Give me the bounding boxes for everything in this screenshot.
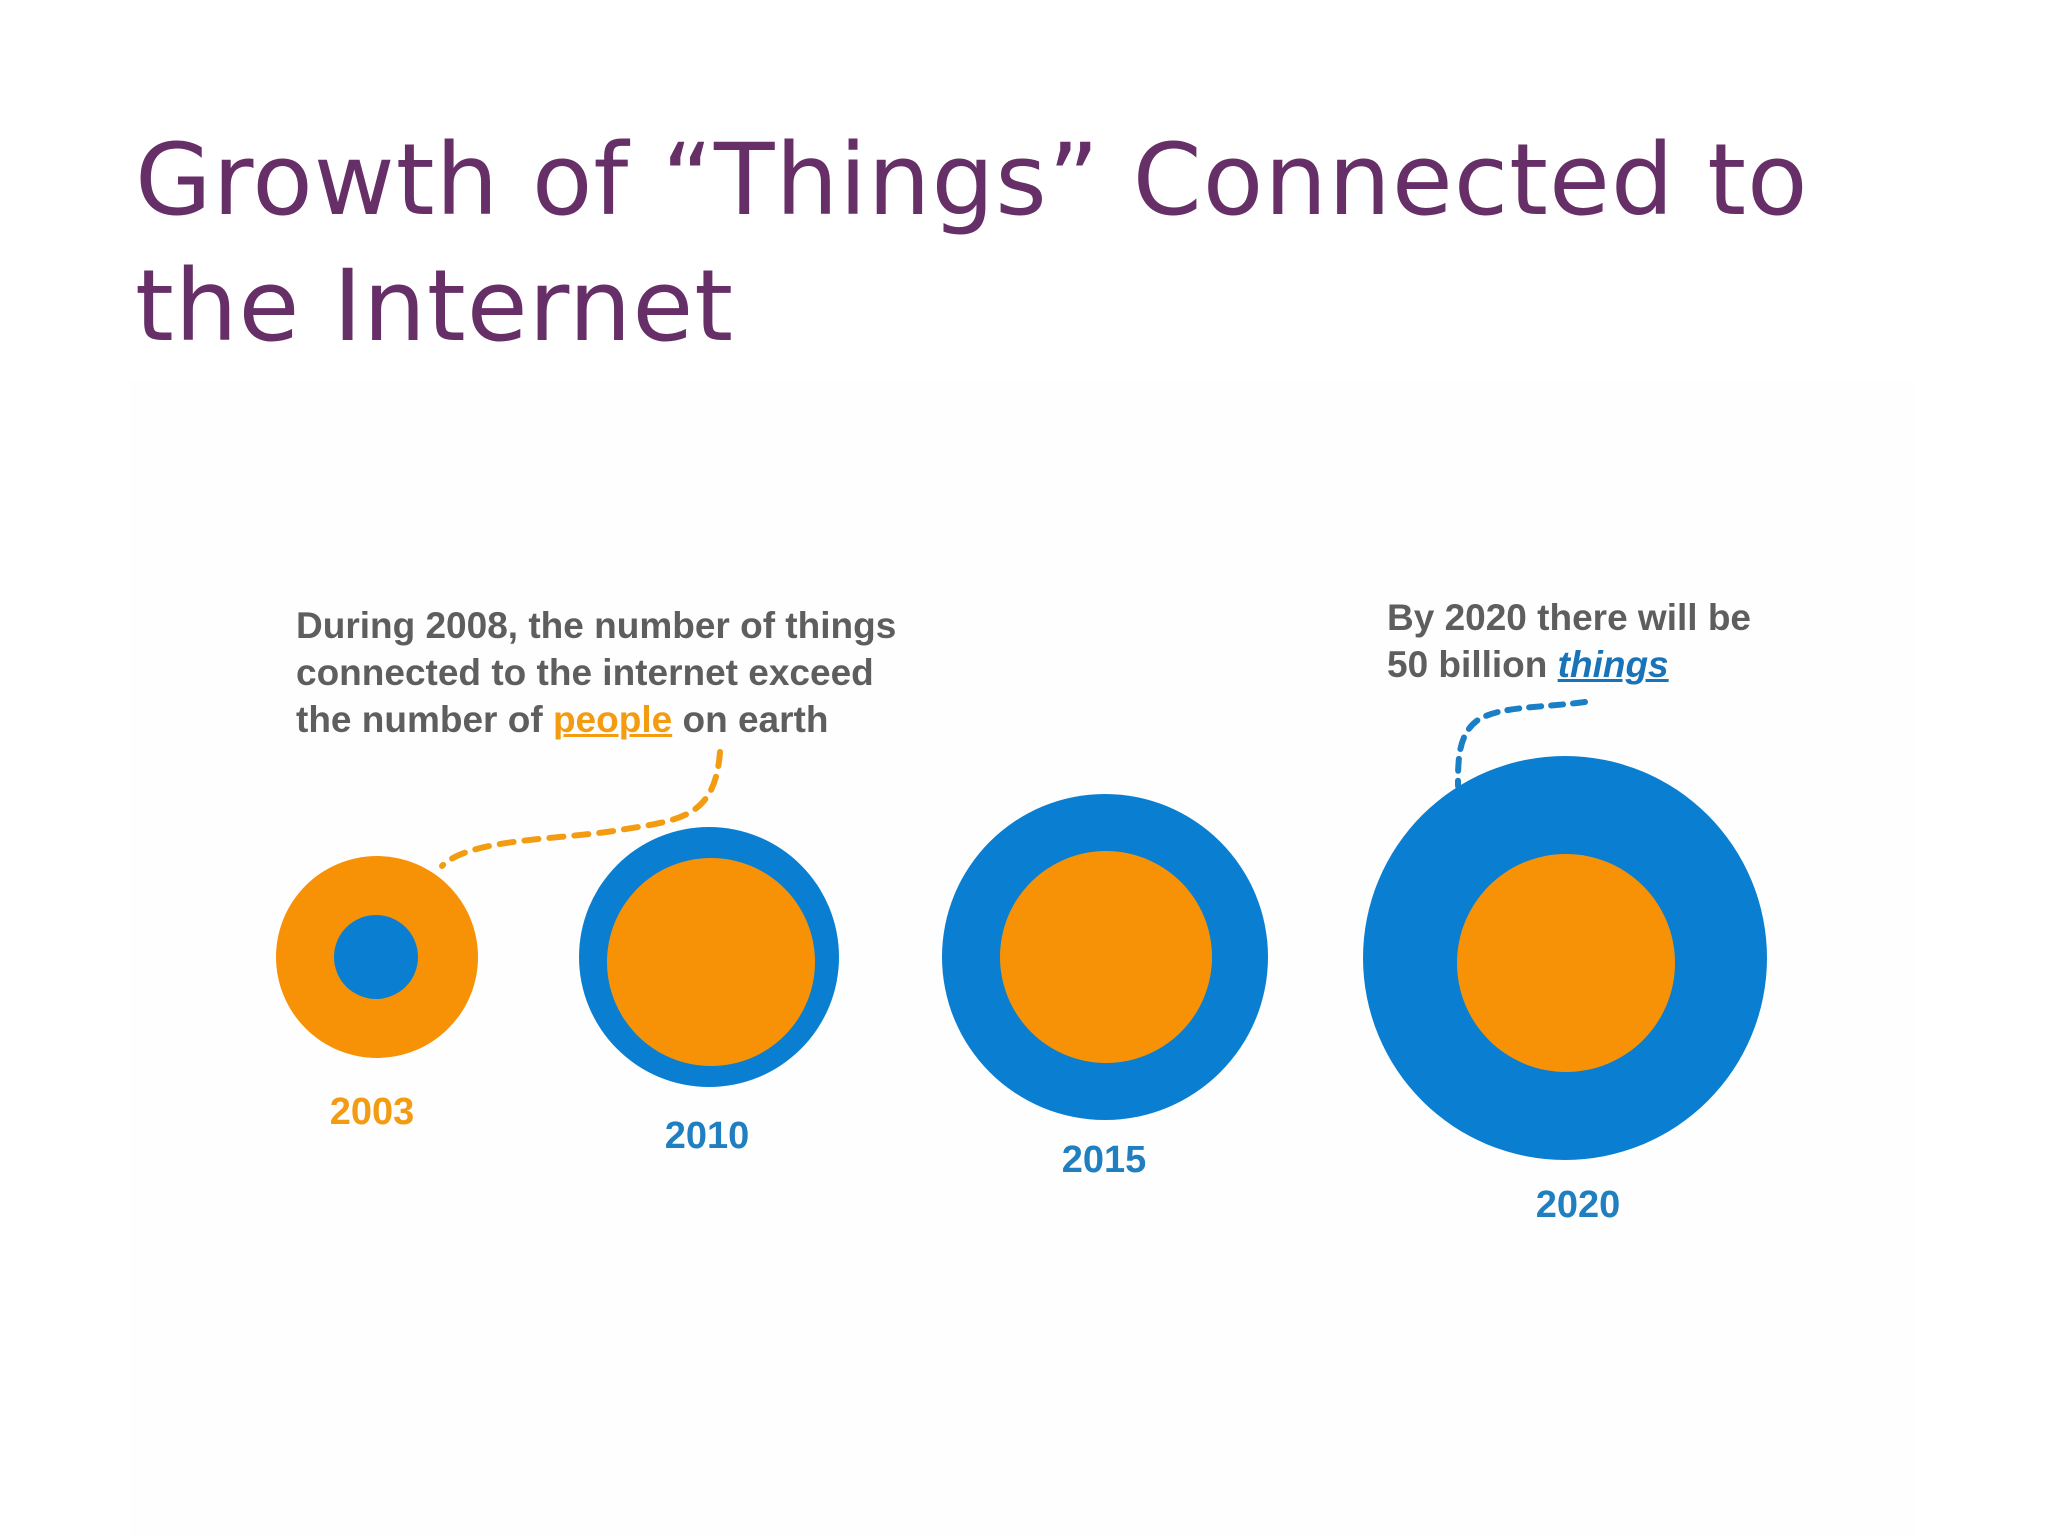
title-line-2: the Internet (135, 249, 735, 364)
callout-2008-line-1: During 2008, the number of things (296, 605, 897, 646)
highlight-things: things (1557, 644, 1669, 685)
title-line-1: Growth of “Things” Connected to (135, 123, 1809, 238)
year-label-2020: 2020 (1535, 1184, 1621, 1226)
things-circle-2003 (334, 915, 418, 999)
people-circle-2020 (1457, 854, 1675, 1072)
highlight-people: people (552, 699, 673, 740)
callout-2008-line-3: the number of people on earth (296, 696, 896, 743)
year-label-2003: 2003 (329, 1091, 415, 1133)
callout-2020-things: By 2020 there will be 50 billion things (1387, 594, 1751, 688)
year-label-2010: 2010 (664, 1115, 750, 1157)
things-connector-dashed-line (1455, 699, 1588, 789)
callout-2020-line-1: By 2020 there will be (1387, 597, 1752, 638)
callout-2020-line-2: 50 billion things (1387, 641, 1751, 688)
callout-2008-line-3-prefix: the number of (296, 699, 553, 740)
callout-2008-line-2: connected to the internet exceed (296, 652, 874, 693)
people-circle-2010 (607, 858, 815, 1066)
callout-2008-people: During 2008, the number of things connec… (296, 602, 896, 743)
slide-title: Growth of “Things” Connected to the Inte… (135, 118, 1935, 370)
callout-2008-line-3-suffix: on earth (672, 699, 829, 740)
year-label-2015: 2015 (1061, 1139, 1147, 1181)
people-circle-2015 (1000, 851, 1212, 1063)
people-connector-dashed-line (439, 749, 723, 869)
callout-2020-line-2-prefix: 50 billion (1387, 644, 1558, 685)
